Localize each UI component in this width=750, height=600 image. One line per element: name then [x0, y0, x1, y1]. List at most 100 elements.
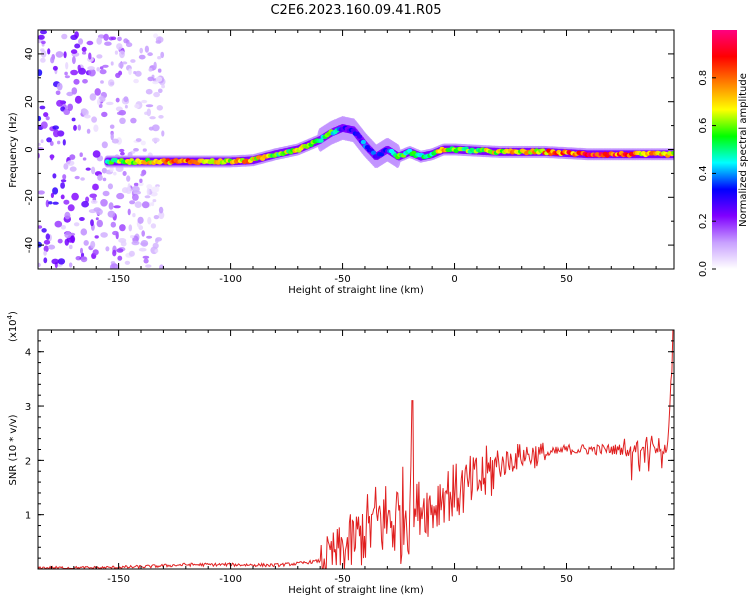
colorbar-ticks: 0.0 0.2 0.4 0.6 0.8 [698, 70, 716, 277]
spectrogram-cell [83, 240, 89, 246]
spectrogram-cell [90, 199, 98, 204]
spectrogram-cell [152, 80, 159, 85]
snr-x-tick-label: -50 [334, 574, 350, 585]
spectrogram-cell [116, 192, 125, 200]
spectrogram-cell [93, 124, 99, 132]
spectrogram-cell [47, 244, 56, 250]
spectrogram-cell [91, 166, 96, 175]
snr-series-line [38, 330, 674, 569]
spectrogram-cell [130, 59, 136, 63]
spectrogram-cell [144, 195, 151, 199]
spectrogram-cell [124, 260, 131, 265]
spectrogram-cell [71, 117, 76, 122]
spectrogram-cell [82, 79, 88, 84]
spectrogram-cell [119, 50, 125, 59]
spectrogram-cell [75, 256, 82, 261]
colorbar-gradient [712, 30, 737, 269]
spectrogram-cell [77, 64, 81, 71]
spectrogram-cell [40, 30, 47, 35]
snr-y-tick-label: 2 [25, 456, 31, 467]
spectrogram-cell [80, 177, 85, 181]
spectrogram-cell [110, 221, 117, 228]
spectrogram-cell [407, 148, 413, 153]
spectrogram-cell [131, 240, 140, 246]
spectrogram-cell [69, 244, 73, 250]
spectrogram-cell [38, 190, 45, 195]
spectrogram-cell [155, 40, 162, 44]
spectrogram-cell [52, 125, 59, 130]
spectrogram-cell [38, 115, 42, 122]
figure-title: C2E6.2023.160.09.41.R05 [270, 3, 441, 18]
spectrogram-cell [90, 240, 96, 249]
snr-y-tick-label: 1 [25, 511, 31, 522]
spectrogram-cell [45, 199, 50, 208]
spectrogram-cell [102, 177, 107, 182]
spectrogram-cell [100, 199, 108, 207]
spectrogram-cell [57, 238, 63, 244]
spectrogram-cell [86, 40, 94, 46]
spectrogram-cell [45, 116, 50, 121]
spectrogram-cell [88, 52, 92, 60]
spectrogram-cell [91, 116, 97, 123]
spectrogram-cell [101, 111, 108, 118]
spectrogram-x-tick-label: -150 [107, 274, 130, 285]
spectrogram-cell [112, 230, 119, 236]
spectrogram-cell [100, 232, 108, 238]
spectrogram-cell [117, 36, 122, 42]
spectrogram-cell [157, 68, 162, 73]
spectrogram-cell [138, 247, 147, 252]
spectrogram-cell [43, 112, 49, 118]
spectrogram-cell [97, 174, 103, 181]
spectrogram-cell [112, 249, 117, 257]
spectrogram-cell [145, 88, 153, 95]
spectrogram-cell [96, 67, 100, 72]
spectrogram-cell [116, 111, 124, 116]
spectrogram-cell [41, 228, 47, 233]
spectrogram-cell [111, 138, 119, 144]
spectrogram-cell [127, 183, 131, 191]
spectrogram-cell [121, 187, 129, 194]
spectrogram-cell [40, 121, 48, 129]
spectrogram-cell [87, 66, 95, 71]
spectrogram-cell [65, 61, 69, 70]
spectrogram-cell [123, 96, 129, 103]
spectrogram-cell [155, 186, 160, 192]
spectrogram-cell [90, 219, 94, 227]
spectrogram-cell [132, 185, 140, 193]
spectrogram-cell [147, 216, 152, 225]
snr-panel: -150 -100 -50 0 50 1 2 3 4 Height of straight li… [6, 311, 675, 596]
spectrogram-cell [92, 183, 99, 191]
spectrogram-cell [64, 211, 71, 220]
spectrogram-x-tick-label: 50 [560, 274, 573, 285]
spectrogram-cell [147, 52, 153, 57]
spectrogram-cell [48, 201, 53, 205]
spectrogram-cell [98, 103, 103, 108]
spectrogram-cell [129, 200, 136, 205]
spectrogram-cell [79, 217, 85, 221]
spectrogram-cell [66, 160, 75, 166]
spectrogram-cell [104, 41, 112, 46]
spectrogram-cell [96, 54, 103, 59]
spectrogram-cell [153, 61, 157, 70]
spectrogram-cell [151, 124, 160, 132]
spectrogram-cell [38, 34, 45, 40]
spectrogram-cell [141, 99, 148, 104]
snr-ylabel: SNR (10 * v/v) [8, 414, 19, 485]
spectrogram-cell [128, 68, 132, 75]
spectrogram-cell [102, 64, 109, 68]
spectrogram-cell [126, 175, 131, 182]
spectrogram-cell [86, 128, 91, 134]
spectrogram-x-tick-label: -100 [219, 274, 242, 285]
spectrogram-cell [60, 182, 65, 189]
spectrogram-cell [360, 139, 366, 145]
spectrogram-cell [118, 62, 124, 69]
spectrogram-cell [63, 163, 69, 170]
spectrogram-cell [101, 141, 108, 149]
spectrogram-cell [137, 216, 144, 224]
spectrogram-cell [61, 33, 68, 40]
spectrogram-cell [70, 235, 76, 244]
spectrogram-cell [102, 190, 110, 197]
spectrogram-cell [161, 130, 165, 137]
spectrogram-cell [143, 258, 149, 264]
